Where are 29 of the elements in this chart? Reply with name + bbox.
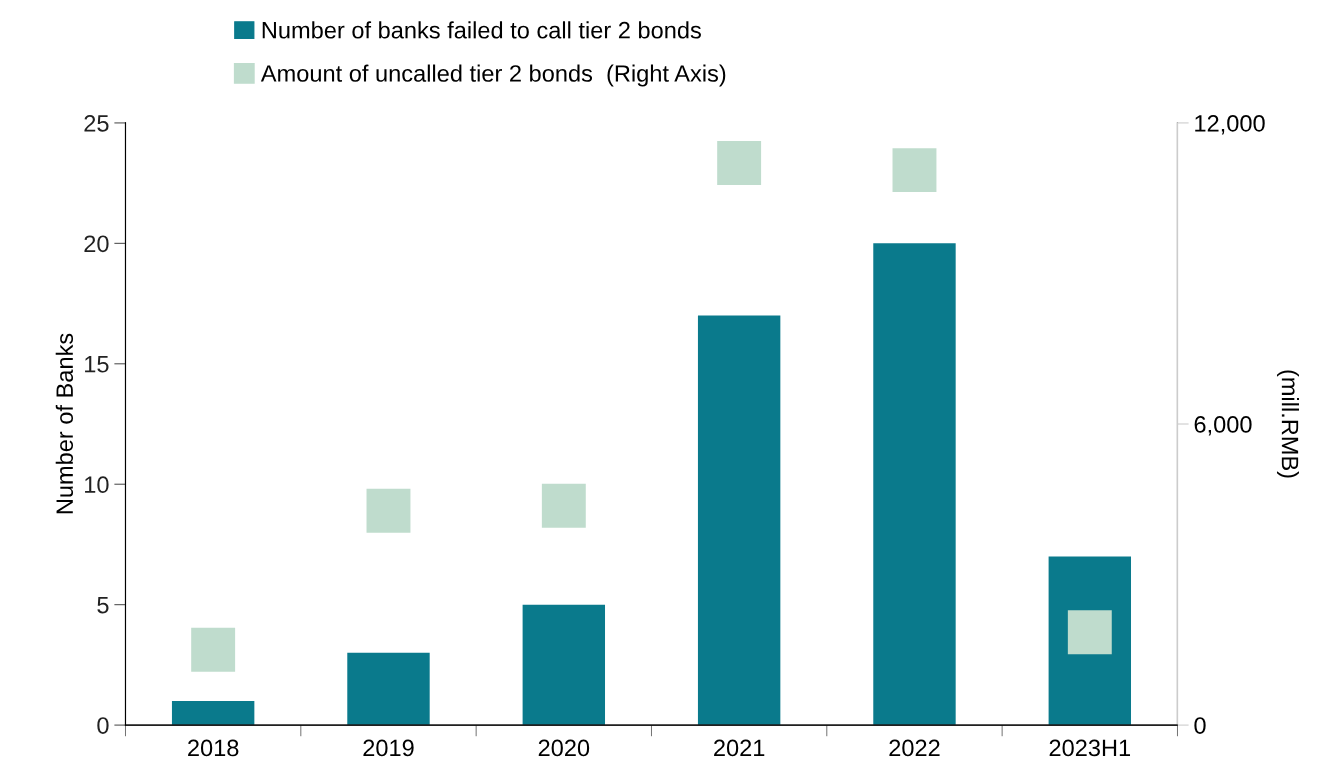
bar [697,315,781,726]
y-tick-label: 0 [97,717,109,734]
bar [522,604,606,726]
y-tick-label: 20 [84,235,109,253]
point [717,141,762,186]
point [541,483,586,528]
y-tick-label: 15 [85,356,109,373]
y-axis-title: Number of Banks [55,333,74,514]
x-tick-label: 2018 [188,739,239,757]
bar [171,701,255,726]
point [191,627,236,672]
x-tick-label: 2021 [714,739,765,757]
y-tick-label: 25 [84,114,109,132]
y2-tick-label: 0 [1194,717,1206,734]
y-tick-label: 10 [85,476,109,494]
y2-tick-label: 6,000 [1194,416,1252,436]
x-tick-label: 2019 [363,739,414,757]
legend-label: Number of banks failed to call tier 2 bonds [262,21,701,39]
point [892,148,937,193]
point [366,488,411,533]
y-tick-label: 5 [97,596,109,614]
x-tick-label: 2022 [889,739,940,757]
y2-axis-title: (mill.RMB) [1276,370,1299,478]
legend-label: Amount of uncalled tier 2 bonds (Right Axis) [260,64,726,87]
bar [347,652,430,726]
x-tick-label: 2020 [538,739,590,757]
y2-tick-label: 12,000 [1195,114,1265,135]
x-tick-label: 2023H1 [1049,739,1131,757]
bar [873,243,956,726]
